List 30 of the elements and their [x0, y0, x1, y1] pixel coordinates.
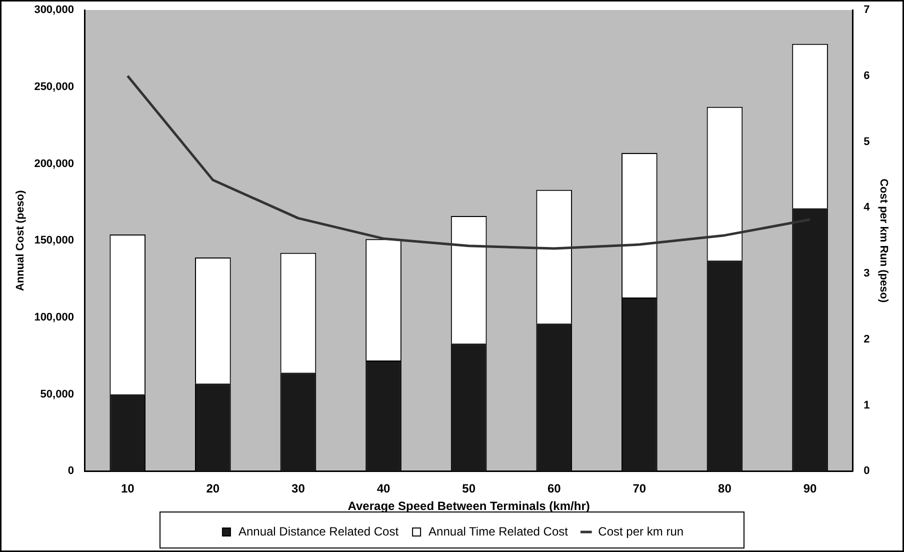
x-tick-label: 60	[547, 482, 562, 496]
x-tick-label: 20	[206, 482, 220, 496]
legend-label: Annual Time Related Cost	[428, 524, 569, 538]
x-tick-label: 50	[462, 482, 476, 496]
y2-tick-label: 4	[864, 202, 871, 214]
y2-tick-label: 1	[864, 399, 870, 412]
y2-tick-label: 3	[864, 268, 870, 280]
y-tick-label: 200,000	[34, 158, 74, 170]
x-tick-label: 90	[803, 482, 818, 496]
y2-tick-label: 7	[864, 4, 870, 16]
x-tick-label: 30	[292, 482, 306, 496]
y2-axis-title: Cost per km Run (peso)	[877, 178, 890, 303]
y2-tick-label: 5	[864, 136, 870, 148]
x-tick-label: 80	[718, 482, 732, 496]
y-tick-label: 0	[68, 465, 74, 478]
y2-tick-label: 0	[864, 465, 870, 478]
y-tick-label: 150,000	[34, 234, 74, 247]
legend-label: Cost per km run	[598, 524, 684, 538]
x-axis-title: Average Speed Between Terminals (km/hr)	[348, 499, 590, 514]
y-axis-title: Annual Cost (peso)	[14, 190, 27, 292]
y-tick-label: 50,000	[40, 388, 74, 400]
x-tick-label: 40	[376, 482, 391, 496]
y-tick-label: 100,000	[34, 312, 74, 324]
y-tick-label: 300,000	[34, 4, 74, 16]
x-tick-label: 10	[120, 482, 135, 496]
legend-label: Annual Distance Related Cost	[238, 524, 400, 538]
x-tick-label: 70	[632, 482, 646, 496]
y2-tick-label: 2	[864, 333, 870, 346]
y-tick-label: 250,000	[34, 80, 74, 93]
y2-tick-label: 6	[864, 70, 870, 82]
